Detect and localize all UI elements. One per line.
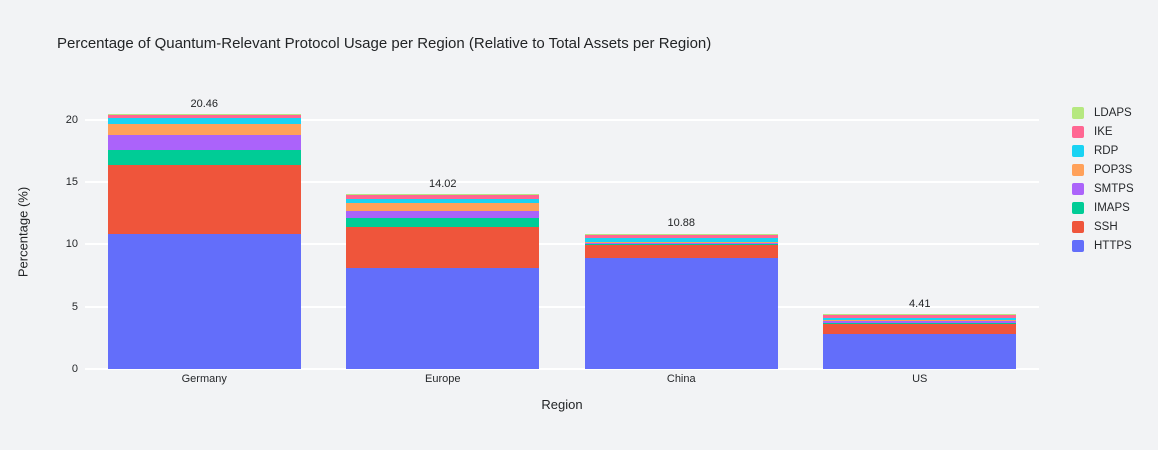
bar-segment-ssh-europe[interactable]: [346, 227, 540, 269]
gridline-y15: [85, 181, 1039, 184]
legend-item-imaps[interactable]: IMAPS: [1072, 198, 1134, 217]
x-tick-label-china: China: [666, 373, 696, 385]
legend-swatch-https: [1072, 239, 1084, 252]
y-tick-label: 20: [65, 113, 78, 126]
bar-total-label-us: 4.41: [909, 298, 931, 311]
legend-item-ldaps[interactable]: LDAPS: [1072, 103, 1134, 122]
legend-label: SMTPS: [1094, 182, 1134, 195]
gridline-y0: [85, 368, 1039, 370]
bar-segment-ldaps-china[interactable]: [584, 233, 778, 235]
bar-segment-ldaps-germany[interactable]: [107, 114, 301, 115]
bar-segment-smtps-europe[interactable]: [346, 211, 540, 219]
chart-title: Percentage of Quantum-Relevant Protocol …: [57, 35, 712, 52]
legend-item-rdp[interactable]: RDP: [1072, 141, 1134, 160]
bar-segment-ike-europe[interactable]: [346, 195, 540, 200]
legend-item-ike[interactable]: IKE: [1072, 122, 1134, 141]
legend-item-https[interactable]: HTTPS: [1072, 236, 1134, 255]
legend-swatch-imaps: [1072, 201, 1084, 214]
legend-swatch-ike: [1072, 125, 1084, 138]
legend-swatch-smtps: [1072, 182, 1084, 195]
legend-item-smtps[interactable]: SMTPS: [1072, 179, 1134, 198]
x-tick-label-europe: Europe: [425, 373, 461, 385]
legend-item-ssh[interactable]: SSH: [1072, 217, 1134, 236]
bar-total-label-europe: 14.02: [428, 178, 457, 191]
bar-segment-https-china[interactable]: [584, 257, 778, 369]
legend: LDAPS IKE RDP POP3S SMTPS IMAPS SSH HTTPS: [1072, 103, 1134, 255]
bar-segment-imaps-germany[interactable]: [107, 150, 301, 166]
bar-segment-pop3s-china[interactable]: [584, 242, 778, 244]
plot-area: [85, 95, 1039, 370]
bar-segment-ike-china[interactable]: [584, 234, 778, 239]
legend-label: POP3S: [1094, 163, 1133, 176]
bar-segment-ssh-us[interactable]: [823, 324, 1017, 335]
bar-segment-imaps-us[interactable]: [823, 322, 1017, 325]
bar-total-label-germany: 20.46: [190, 98, 219, 111]
bar-segment-ike-us[interactable]: [823, 315, 1017, 318]
bar-segment-ssh-china[interactable]: [584, 244, 778, 258]
gridline-y20: [85, 118, 1039, 121]
legend-label: IMAPS: [1094, 201, 1130, 214]
legend-label: HTTPS: [1094, 239, 1132, 252]
bar-total-label-china: 10.88: [667, 217, 696, 230]
bar-segment-smtps-germany[interactable]: [107, 135, 301, 151]
x-tick-label-us: US: [912, 373, 928, 385]
bar-segment-smtps-china[interactable]: [584, 243, 778, 244]
bar-segment-smtps-us[interactable]: [823, 321, 1017, 323]
legend-label: IKE: [1094, 125, 1113, 138]
bar-segment-pop3s-germany[interactable]: [107, 123, 301, 136]
y-tick-label: 5: [71, 300, 78, 313]
legend-label: RDP: [1094, 144, 1119, 157]
bar-segment-ldaps-us[interactable]: [823, 314, 1017, 316]
bar-segment-https-germany[interactable]: [107, 234, 301, 369]
bar-segment-pop3s-europe[interactable]: [346, 203, 540, 212]
legend-swatch-ssh: [1072, 220, 1084, 233]
bar-segment-pop3s-us[interactable]: [823, 319, 1017, 322]
bar-segment-https-europe[interactable]: [346, 268, 540, 369]
bar-segment-rdp-europe[interactable]: [346, 199, 540, 204]
legend-label: SSH: [1094, 220, 1118, 233]
legend-swatch-rdp: [1072, 144, 1084, 157]
bar-segment-ike-germany[interactable]: [107, 114, 301, 118]
bar-segment-imaps-europe[interactable]: [346, 218, 540, 228]
bar-segment-ldaps-europe[interactable]: [346, 194, 540, 196]
bar-segment-rdp-germany[interactable]: [107, 117, 301, 124]
y-tick-label: 0: [71, 363, 78, 375]
y-axis-title: Percentage (%): [15, 186, 31, 278]
legend-item-pop3s[interactable]: POP3S: [1072, 160, 1134, 179]
gridline-y10: [85, 243, 1039, 246]
x-axis-title: Region: [541, 397, 583, 412]
y-tick-label: 15: [65, 176, 78, 189]
y-tick-label: 10: [65, 238, 78, 251]
x-tick-label-germany: Germany: [181, 373, 227, 385]
bar-segment-ssh-germany[interactable]: [107, 165, 301, 235]
bar-segment-rdp-us[interactable]: [823, 317, 1017, 320]
legend-swatch-ldaps: [1072, 106, 1084, 119]
legend-swatch-pop3s: [1072, 163, 1084, 176]
legend-label: LDAPS: [1094, 106, 1132, 119]
gridline-y5: [85, 305, 1039, 308]
bar-segment-https-us[interactable]: [823, 334, 1017, 369]
bar-segment-rdp-china[interactable]: [584, 238, 778, 243]
